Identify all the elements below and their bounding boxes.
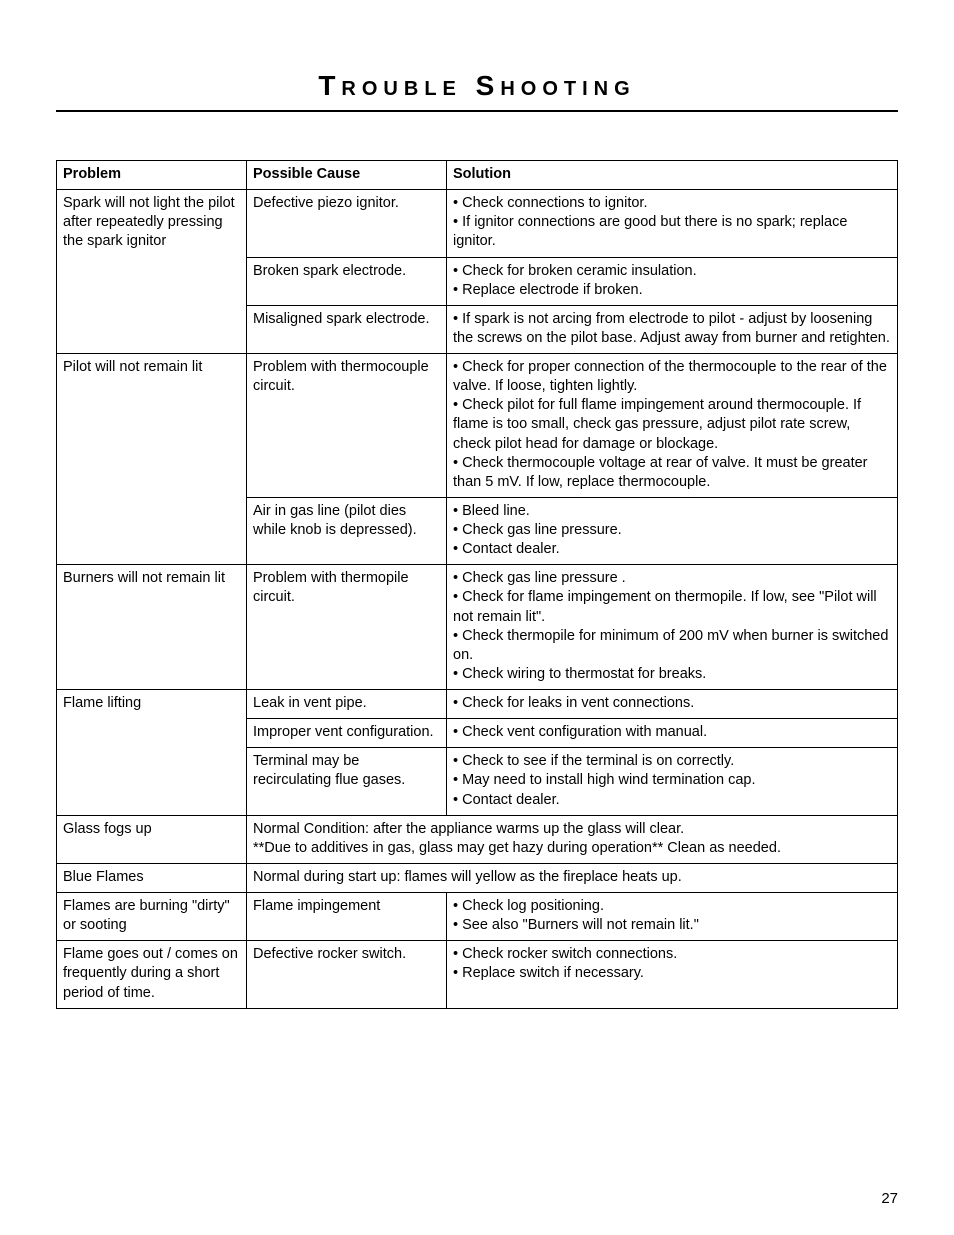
cell-solution: • Check vent configuration with manual.: [447, 719, 898, 748]
cell-cause: Defective rocker switch.: [247, 941, 447, 1008]
troubleshooting-table: Problem Possible Cause Solution Spark wi…: [56, 160, 898, 1009]
cell-merged: Normal during start up: flames will yell…: [247, 863, 898, 892]
cell-solution: • If spark is not arcing from electrode …: [447, 305, 898, 353]
header-solution: Solution: [447, 161, 898, 190]
cell-problem: Burners will not remain lit: [57, 565, 247, 690]
cell-cause: Problem with thermopile circuit.: [247, 565, 447, 690]
cell-solution: • Check to see if the terminal is on cor…: [447, 748, 898, 815]
cell-problem: Flame goes out / comes on frequently dur…: [57, 941, 247, 1008]
table-row: Flame liftingLeak in vent pipe.• Check f…: [57, 690, 898, 719]
header-problem: Problem: [57, 161, 247, 190]
cell-cause: Broken spark electrode.: [247, 257, 447, 305]
page-title: Trouble Shooting: [56, 70, 898, 112]
table-row: Flame goes out / comes on frequently dur…: [57, 941, 898, 1008]
cell-solution: • Check connections to ignitor. • If ign…: [447, 190, 898, 257]
table-body: Spark will not light the pilot after rep…: [57, 190, 898, 1009]
table-row: Blue FlamesNormal during start up: flame…: [57, 863, 898, 892]
cell-cause: Terminal may be recirculating flue gases…: [247, 748, 447, 815]
cell-cause: Air in gas line (pilot dies while knob i…: [247, 497, 447, 564]
cell-cause: Leak in vent pipe.: [247, 690, 447, 719]
page-container: Trouble Shooting Problem Possible Cause …: [0, 0, 954, 1235]
cell-cause: Improper vent configuration.: [247, 719, 447, 748]
cell-solution: • Check rocker switch connections. • Rep…: [447, 941, 898, 1008]
cell-problem: Spark will not light the pilot after rep…: [57, 190, 247, 354]
cell-solution: • Check for leaks in vent connections.: [447, 690, 898, 719]
header-cause: Possible Cause: [247, 161, 447, 190]
table-row: Glass fogs upNormal Condition: after the…: [57, 815, 898, 863]
cell-problem: Blue Flames: [57, 863, 247, 892]
cell-problem: Pilot will not remain lit: [57, 354, 247, 565]
cell-problem: Glass fogs up: [57, 815, 247, 863]
cell-problem: Flames are burning "dirty" or sooting: [57, 893, 247, 941]
cell-problem: Flame lifting: [57, 690, 247, 816]
cell-cause: Problem with thermocouple circuit.: [247, 354, 447, 498]
table-row: Spark will not light the pilot after rep…: [57, 190, 898, 257]
table-header-row: Problem Possible Cause Solution: [57, 161, 898, 190]
cell-solution: • Check for proper connection of the the…: [447, 354, 898, 498]
cell-cause: Misaligned spark electrode.: [247, 305, 447, 353]
cell-cause: Flame impingement: [247, 893, 447, 941]
page-number: 27: [881, 1190, 898, 1207]
cell-solution: • Check log positioning. • See also "Bur…: [447, 893, 898, 941]
cell-solution: • Check for broken ceramic insulation. •…: [447, 257, 898, 305]
cell-solution: • Check gas line pressure . • Check for …: [447, 565, 898, 690]
cell-solution: • Bleed line. • Check gas line pressure.…: [447, 497, 898, 564]
cell-merged: Normal Condition: after the appliance wa…: [247, 815, 898, 863]
table-row: Pilot will not remain litProblem with th…: [57, 354, 898, 498]
cell-cause: Defective piezo ignitor.: [247, 190, 447, 257]
table-row: Burners will not remain litProblem with …: [57, 565, 898, 690]
table-row: Flames are burning "dirty" or sootingFla…: [57, 893, 898, 941]
